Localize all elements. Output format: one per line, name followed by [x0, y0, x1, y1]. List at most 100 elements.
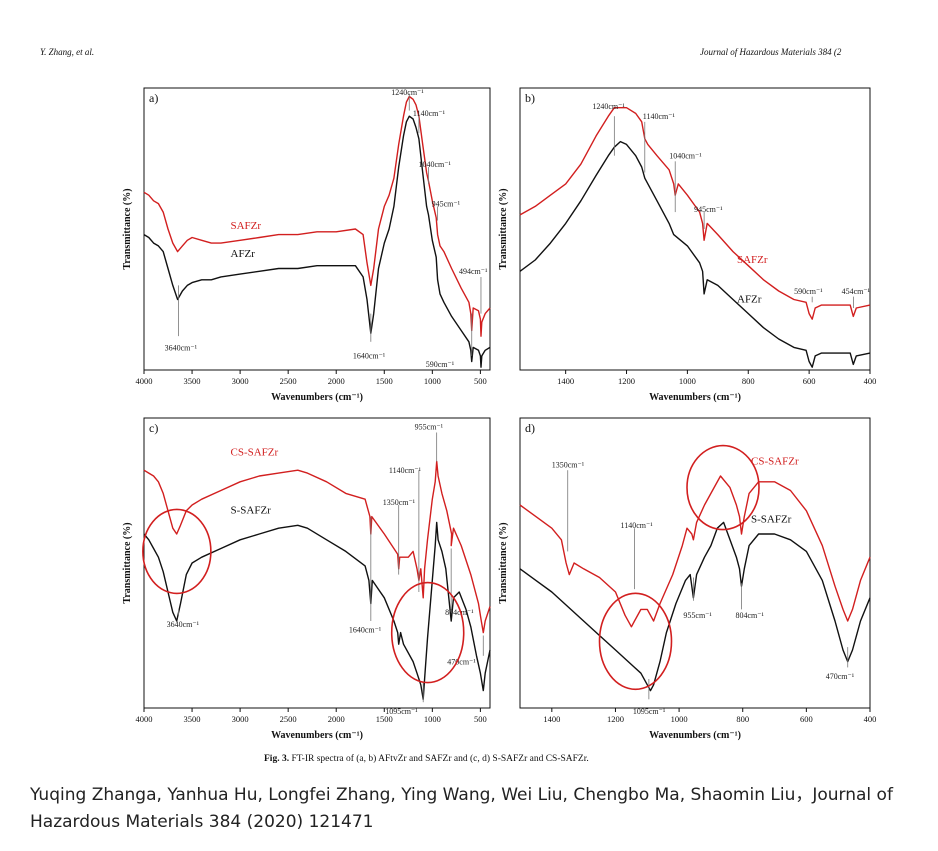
peak-annotation: 470cm⁻¹ [826, 672, 855, 681]
peak-annotation: 1140cm⁻¹ [643, 112, 676, 121]
peak-annotation: 1240cm⁻¹ [592, 102, 625, 111]
peak-annotation: 1095cm⁻¹ [385, 707, 418, 716]
x-tick-label: 3500 [184, 714, 201, 724]
x-tick-label: 400 [864, 376, 877, 386]
x-tick-label: 800 [742, 376, 755, 386]
series-line-s-safzr [143, 521, 491, 700]
x-tick-label: 4000 [136, 376, 153, 386]
x-tick-label: 500 [474, 714, 487, 724]
x-axis-ticks: 1400 1200 1000 800 600 400 [543, 708, 876, 724]
ftir-panel-a: a) 4000 3500 3000 2500 2000 1500 1000 500 Wavenum… [122, 87, 491, 403]
series-line-cs-safzr [143, 460, 491, 634]
x-axis-label: Wavenumbers (cm⁻¹) [271, 730, 363, 741]
peak-annotation: 1350cm⁻¹ [552, 460, 585, 469]
x-tick-label: 1000 [671, 714, 688, 724]
x-tick-label: 1200 [607, 714, 624, 724]
running-header-right: Journal of Hazardous Materials 384 (2 [700, 47, 842, 57]
series-label-cs-safzr: CS-SAFZr [231, 447, 279, 459]
peak-annotation: 955cm⁻¹ [415, 423, 444, 432]
series-label-safzr: SAFZr [737, 254, 768, 266]
series-line-afzr [143, 115, 491, 368]
peak-annotation: 454cm⁻¹ [842, 287, 871, 296]
series-label-s-safzr: S-SAFZr [231, 505, 272, 517]
citation-text: Yuqing Zhanga, Yanhua Hu, Longfei Zhang,… [30, 785, 893, 832]
plot-frame [519, 87, 871, 371]
x-tick-label: 4000 [136, 714, 153, 724]
caption-text: FT-IR spectra of (a, b) AFtvZr and SAFZr… [289, 754, 589, 764]
series-label-cs-safzr: CS-SAFZr [751, 455, 799, 467]
x-axis-ticks: 4000 3500 3000 2500 2000 1500 1000 500 [136, 370, 487, 386]
x-tick-label: 2000 [328, 376, 345, 386]
caption-prefix: Fig. 3. [264, 754, 290, 764]
peak-annotation: 3640cm⁻¹ [167, 620, 200, 629]
x-tick-label: 800 [736, 714, 749, 724]
x-tick-label: 2500 [280, 714, 297, 724]
peak-annotation: 955cm⁻¹ [683, 611, 712, 620]
panel-letter: b) [525, 91, 535, 105]
x-tick-label: 1400 [543, 714, 560, 724]
x-tick-label: 600 [803, 376, 816, 386]
series-line-safzr [143, 95, 491, 337]
peak-annotation: 590cm⁻¹ [426, 360, 455, 369]
panel-letter: a) [149, 91, 158, 105]
x-tick-label: 600 [800, 714, 813, 724]
x-tick-label: 3000 [232, 714, 249, 724]
x-tick-label: 1500 [376, 714, 393, 724]
x-tick-label: 1500 [376, 376, 393, 386]
running-header-left: Y. Zhang, et al. [40, 47, 95, 57]
x-tick-label: 2000 [328, 714, 345, 724]
peak-annotation: 3640cm⁻¹ [165, 343, 198, 352]
series-line-s-safzr [519, 521, 871, 692]
x-axis-ticks: 4000 3500 3000 2500 2000 1500 1000 500 [136, 708, 487, 724]
peak-annotation: 1240cm⁻¹ [391, 88, 424, 97]
highlight-ellipse [686, 444, 760, 531]
x-axis-ticks: 1400 1200 1000 800 600 400 [557, 370, 876, 386]
x-axis-label: Wavenumbers (cm⁻¹) [649, 392, 741, 403]
plot-frame [143, 417, 491, 709]
peak-annotation: 1140cm⁻¹ [413, 109, 446, 118]
series-label-s-safzr: S-SAFZr [751, 513, 792, 525]
highlight-ellipse [598, 592, 673, 691]
peak-annotation: 945cm⁻¹ [694, 205, 723, 214]
peak-annotation: 590cm⁻¹ [794, 287, 823, 296]
peak-annotation: 1140cm⁻¹ [621, 521, 654, 530]
peak-annotation: 1140cm⁻¹ [389, 466, 422, 475]
peak-annotation: 1095cm⁻¹ [633, 707, 666, 716]
series-line-cs-safzr [519, 475, 871, 628]
series-label-afzr: AFZr [231, 248, 256, 260]
peak-annotation: 1040cm⁻¹ [669, 152, 702, 161]
plot-frame [519, 417, 871, 709]
highlight-ellipse [390, 581, 465, 684]
series-line-afzr [519, 140, 871, 368]
x-tick-label: 3500 [184, 376, 201, 386]
ftir-panel-d: d) 1400 1200 1000 800 600 400 Wavenumbers (cm⁻¹… [498, 417, 876, 741]
x-tick-label: 1000 [424, 376, 441, 386]
peak-annotation: 1350cm⁻¹ [383, 498, 416, 507]
ftir-panel-c: c) 4000 3500 3000 2500 2000 1500 1000 500 Wavenum… [122, 417, 491, 741]
x-tick-label: 500 [474, 376, 487, 386]
x-tick-label: 1400 [557, 376, 574, 386]
y-axis-label: Transmittance (%) [498, 522, 509, 603]
peak-annotation: 494cm⁻¹ [459, 267, 488, 276]
highlight-ellipse [142, 508, 212, 595]
y-axis-label: Transmittance (%) [122, 188, 133, 269]
plot-frame [143, 87, 491, 371]
x-tick-label: 1200 [618, 376, 635, 386]
x-tick-label: 1000 [679, 376, 696, 386]
x-tick-label: 2500 [280, 376, 297, 386]
x-tick-label: 3000 [232, 376, 249, 386]
y-axis-label: Transmittance (%) [498, 188, 509, 269]
figure-caption: Fig. 3. FT-IR spectra of (a, b) AFtvZr a… [264, 754, 589, 764]
peak-annotation: 470cm⁻¹ [447, 658, 476, 667]
peak-annotation: 804cm⁻¹ [735, 611, 764, 620]
ftir-panel-b: b) 1400 1200 1000 800 600 400 Wavenumbers (cm⁻¹… [498, 87, 876, 403]
x-axis-label: Wavenumbers (cm⁻¹) [649, 730, 741, 741]
panel-letter: d) [525, 421, 535, 435]
series-label-afzr: AFZr [737, 293, 762, 305]
y-axis-label: Transmittance (%) [122, 522, 133, 603]
x-tick-label: 400 [864, 714, 877, 724]
series-line-safzr [519, 107, 871, 320]
peak-annotation: 945cm⁻¹ [432, 199, 461, 208]
peak-annotation: 804cm⁻¹ [445, 608, 474, 617]
peak-annotation: 1040cm⁻¹ [418, 160, 451, 169]
